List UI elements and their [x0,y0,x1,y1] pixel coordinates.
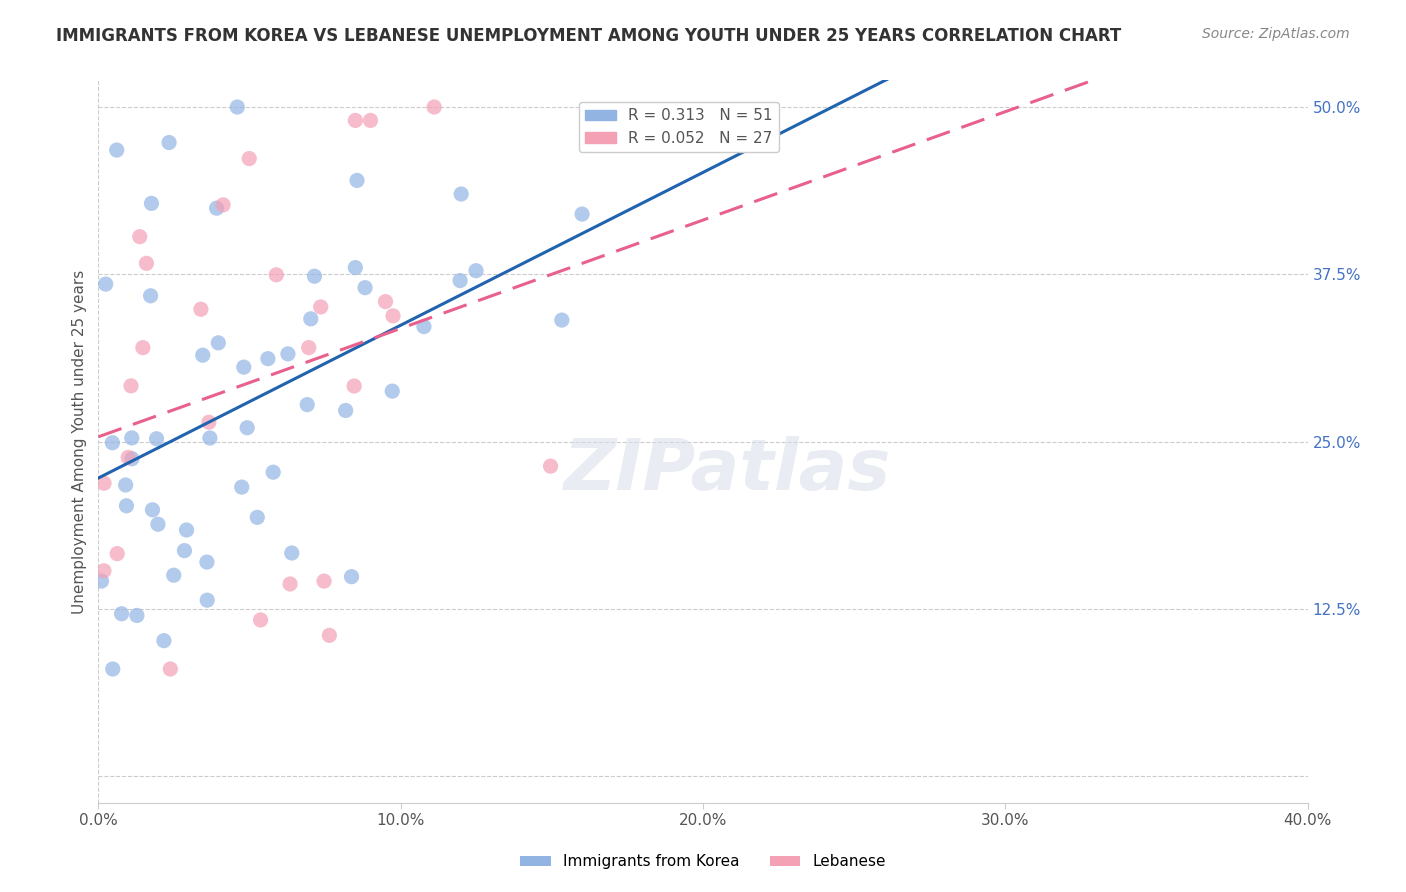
Lebanese [298,341,321,355]
Immigrants from Korea [146,517,169,532]
Lebanese [423,100,446,114]
Lebanese [360,113,382,128]
Immigrants from Korea [299,311,322,326]
Immigrants from Korea [262,465,284,479]
Immigrants from Korea [257,351,280,366]
Immigrants from Korea [346,173,368,187]
Immigrants from Korea [125,608,148,623]
Immigrants from Korea [157,136,180,150]
Immigrants from Korea [110,607,132,621]
Immigrants from Korea [153,633,176,648]
Lebanese [120,379,142,393]
Lebanese [278,577,301,591]
Immigrants from Korea [465,263,488,277]
Text: IMMIGRANTS FROM KOREA VS LEBANESE UNEMPLOYMENT AMONG YOUTH UNDER 25 YEARS CORREL: IMMIGRANTS FROM KOREA VS LEBANESE UNEMPL… [56,27,1122,45]
Lebanese [312,574,335,588]
Lebanese [105,547,128,561]
Lebanese [374,294,396,309]
Immigrants from Korea [101,435,124,450]
Immigrants from Korea [90,574,112,588]
Immigrants from Korea [115,499,138,513]
Immigrants from Korea [340,569,363,583]
Text: ZIPatlas: ZIPatlas [564,436,891,505]
Immigrants from Korea [344,260,367,275]
Lebanese [318,628,340,642]
Immigrants from Korea [246,510,269,524]
Immigrants from Korea [163,568,186,582]
Immigrants from Korea [381,384,404,398]
Y-axis label: Unemployment Among Youth under 25 years: Unemployment Among Youth under 25 years [72,269,87,614]
Lebanese [238,152,260,166]
Text: Source: ZipAtlas.com: Source: ZipAtlas.com [1202,27,1350,41]
Immigrants from Korea [191,348,214,362]
Immigrants from Korea [101,662,124,676]
Lebanese [249,613,271,627]
Lebanese [132,341,155,355]
Immigrants from Korea [173,543,195,558]
Lebanese [128,229,150,244]
Legend: R = 0.313   N = 51, R = 0.052   N = 27: R = 0.313 N = 51, R = 0.052 N = 27 [579,103,779,153]
Immigrants from Korea [195,593,218,607]
Immigrants from Korea [226,100,249,114]
Immigrants from Korea [114,478,136,492]
Lebanese [266,268,288,282]
Lebanese [198,415,221,429]
Lebanese [212,198,235,212]
Lebanese [93,476,115,491]
Immigrants from Korea [232,360,254,375]
Immigrants from Korea [141,503,163,517]
Immigrants from Korea [207,335,229,350]
Immigrants from Korea [354,281,377,295]
Immigrants from Korea [450,187,472,202]
Lebanese [382,309,405,323]
Immigrants from Korea [236,421,259,435]
Lebanese [93,564,115,578]
Immigrants from Korea [198,431,221,445]
Immigrants from Korea [335,403,357,417]
Lebanese [190,302,212,317]
Immigrants from Korea [94,277,117,292]
Immigrants from Korea [145,432,167,446]
Immigrants from Korea [121,451,143,466]
Immigrants from Korea [571,207,593,221]
Immigrants from Korea [449,274,471,288]
Lebanese [309,300,332,314]
Immigrants from Korea [281,546,304,560]
Immigrants from Korea [121,431,143,445]
Lebanese [159,662,181,676]
Immigrants from Korea [304,269,326,284]
Immigrants from Korea [297,398,319,412]
Immigrants from Korea [139,289,162,303]
Immigrants from Korea [205,201,228,215]
Lebanese [117,450,139,465]
Immigrants from Korea [551,313,574,327]
Lebanese [344,113,367,128]
Immigrants from Korea [105,143,128,157]
Immigrants from Korea [231,480,253,494]
Lebanese [540,459,562,474]
Immigrants from Korea [141,196,163,211]
Lebanese [343,379,366,393]
Legend: Immigrants from Korea, Lebanese: Immigrants from Korea, Lebanese [513,848,893,875]
Immigrants from Korea [195,555,218,569]
Lebanese [135,256,157,270]
Immigrants from Korea [176,523,198,537]
Immigrants from Korea [413,319,436,334]
Immigrants from Korea [277,347,299,361]
